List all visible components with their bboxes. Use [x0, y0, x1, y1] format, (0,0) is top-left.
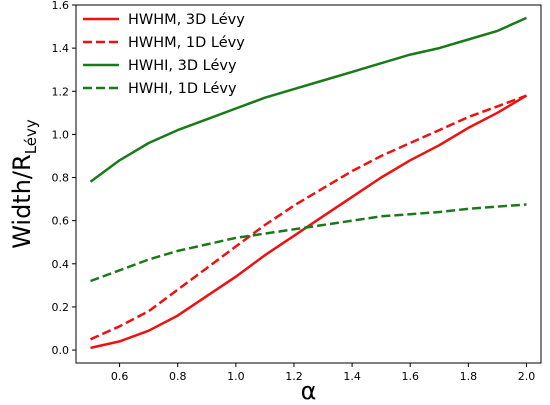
- y-tick-label: 1.6: [52, 0, 70, 12]
- y-axis-label-main: Width/R: [8, 154, 36, 249]
- y-axis-label: Width/RLévy: [8, 119, 40, 249]
- series-line-4: [90, 203, 527, 283]
- y-tick-label: 0.4: [52, 258, 70, 271]
- series-line-2: [89, 94, 527, 341]
- legend-label: HWHI, 1D Lévy: [128, 81, 237, 97]
- x-axis-label: α: [301, 377, 317, 405]
- y-tick-label: 1.0: [52, 128, 70, 141]
- plot-frame: [75, 4, 542, 364]
- y-tick-label: 0.0: [52, 344, 70, 357]
- legend: HWHM, 3D Lévy HWHM, 1D Lévy HWHI, 3D Lévy H…: [83, 12, 245, 97]
- x-tick-label: 0.6: [111, 370, 129, 383]
- y-axis-ticks: 0.0 0.2 0.4 0.6 0.8 1.0 1.2 1.4 1.6: [52, 0, 76, 357]
- y-tick-label: 1.2: [52, 85, 70, 98]
- legend-label: HWHI, 3D Lévy: [128, 58, 237, 74]
- x-axis-ticks: 0.6 0.8 1.0 1.2 1.4 1.6 1.8 2.0: [111, 363, 535, 383]
- legend-label: HWHM, 1D Lévy: [128, 35, 245, 51]
- x-tick-label: 1.2: [285, 370, 303, 383]
- x-tick-label: 2.0: [518, 370, 536, 383]
- y-axis-label-subscript: Lévy: [22, 119, 40, 154]
- y-tick-label: 0.8: [52, 172, 70, 185]
- series-line-3: [89, 16, 528, 183]
- x-tick-label: 1.8: [460, 370, 478, 383]
- y-tick-label: 0.6: [52, 215, 70, 228]
- y-tick-label: 0.2: [52, 301, 70, 314]
- y-tick-label: 1.4: [52, 42, 70, 55]
- x-tick-label: 1.6: [401, 370, 419, 383]
- x-tick-label: 0.8: [169, 370, 187, 383]
- x-tick-label: 1.4: [343, 370, 361, 383]
- x-tick-label: 1.0: [227, 370, 245, 383]
- plot-series: [89, 16, 528, 350]
- legend-label: HWHM, 3D Lévy: [128, 12, 245, 28]
